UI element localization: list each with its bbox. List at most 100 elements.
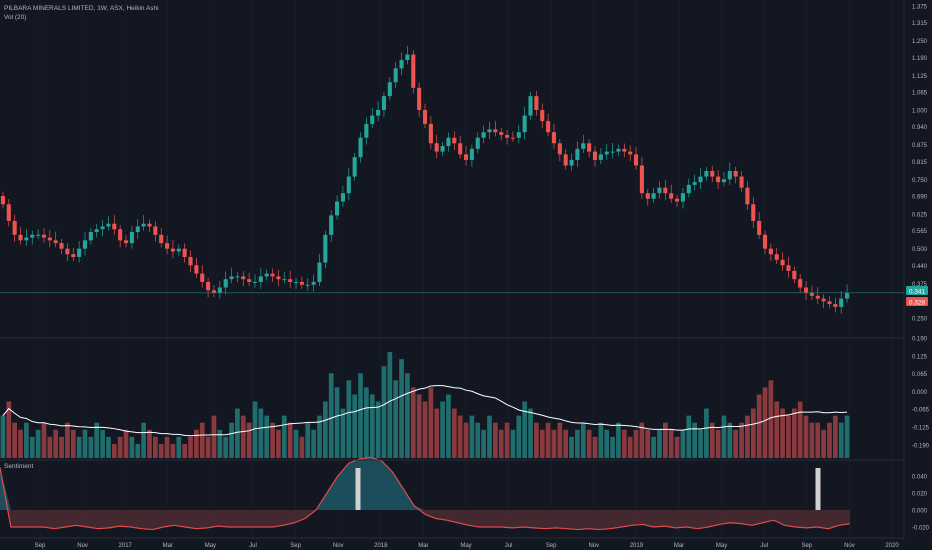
- candle-body: [335, 201, 340, 216]
- candle-body: [276, 276, 281, 280]
- volume-bar: [317, 415, 322, 458]
- candle-body: [762, 234, 768, 249]
- candle-body: [540, 110, 545, 122]
- price-pane[interactable]: [0, 45, 904, 314]
- candle-body: [463, 154, 469, 160]
- candle-body: [241, 276, 246, 280]
- volume-bar: [299, 436, 305, 458]
- volume-bar: [176, 436, 182, 458]
- volume-bar: [446, 394, 451, 458]
- time-tick-label: May: [716, 543, 727, 549]
- candle-body: [129, 232, 134, 244]
- volume-pane[interactable]: [0, 352, 850, 458]
- sentiment-line: [0, 456, 851, 531]
- candle-body: [106, 223, 111, 227]
- sentiment-tick-label: 0.000: [912, 509, 928, 515]
- volume-bar: [0, 415, 6, 458]
- symbol-title[interactable]: PILBARA MINERALS LIMITED, 1W, ASX, Heiki…: [4, 5, 159, 12]
- candle-body: [141, 223, 146, 227]
- volume-bar: [135, 443, 141, 458]
- candle-body: [182, 248, 187, 257]
- candle-body: [458, 143, 463, 155]
- candle-body: [317, 262, 322, 282]
- candle-body: [194, 265, 199, 274]
- candle-body: [493, 129, 498, 133]
- candle-body: [71, 254, 76, 257]
- candle-body: [675, 198, 680, 202]
- candle-body: [36, 234, 41, 236]
- volume-axis[interactable]: 0.190 0.125 0.065 0.000 -0.065 -0.125 -0.190: [912, 337, 930, 450]
- candle-body: [440, 146, 445, 152]
- volume-bar: [557, 422, 563, 458]
- candle-body: [592, 151, 598, 160]
- volume-bar: [258, 408, 264, 458]
- volume-bar: [709, 422, 715, 458]
- time-axis[interactable]: Sep Nov 2017 Mar May Jul Sep Nov 2018 Mar May Jul Se…: [35, 543, 900, 549]
- candle-body: [809, 293, 814, 296]
- volume-bar: [270, 422, 275, 458]
- volume-bar: [639, 422, 645, 458]
- volume-bar: [528, 408, 533, 458]
- volume-bar: [504, 422, 510, 458]
- volume-bar: [65, 422, 70, 458]
- candle-body: [82, 240, 88, 249]
- candle-body: [569, 159, 574, 166]
- volume-bar: [645, 429, 651, 458]
- candle-body: [270, 273, 275, 277]
- volume-bar: [598, 422, 604, 458]
- volume-bar: [451, 408, 457, 458]
- volume-bar: [217, 429, 223, 458]
- volume-bar: [481, 429, 486, 458]
- candle-body: [135, 226, 140, 233]
- candle-body: [510, 137, 515, 139]
- candle-body: [170, 248, 175, 252]
- volume-bar: [809, 422, 815, 458]
- price-tick-label: 0.750: [912, 178, 928, 184]
- volume-tick-label: -0.065: [912, 408, 930, 414]
- volume-bar: [498, 429, 504, 458]
- price-tick-label: 0.250: [912, 317, 928, 323]
- current-price-alt-label: 0.328: [909, 300, 926, 307]
- candle-body: [112, 223, 117, 230]
- time-tick-label: Mar: [418, 543, 428, 549]
- time-tick-label: 2017: [119, 543, 133, 549]
- volume-indicator-label[interactable]: Vol (20): [4, 14, 26, 21]
- price-tick-label: 0.565: [912, 229, 928, 235]
- volume-bar: [774, 401, 780, 458]
- candle-body: [452, 137, 457, 144]
- volume-bar: [170, 443, 176, 458]
- volume-tick-label: 0.000: [912, 390, 928, 396]
- volume-bar: [733, 429, 739, 458]
- sentiment-fill-negative: [0, 457, 850, 530]
- candle-body: [211, 290, 217, 294]
- volume-bar: [41, 422, 47, 458]
- volume-bar: [340, 408, 346, 458]
- sentiment-indicator-label[interactable]: Sentiment: [4, 463, 33, 470]
- volume-bar: [768, 380, 774, 458]
- sentiment-axis[interactable]: 0.040 0.020 0.000 -0.020: [912, 475, 930, 532]
- volume-bar: [223, 436, 229, 458]
- sentiment-pane[interactable]: [0, 456, 851, 531]
- candle-body: [774, 254, 779, 260]
- volume-bar: [252, 401, 258, 458]
- candle-body: [288, 279, 293, 282]
- volume-bar: [18, 429, 23, 458]
- candle-body: [352, 157, 357, 177]
- candle-body: [53, 240, 58, 244]
- volume-bar: [352, 394, 357, 458]
- candle-body: [604, 151, 609, 155]
- volume-bar: [780, 408, 785, 458]
- candle-body: [622, 148, 627, 152]
- time-tick-label: 2018: [374, 543, 388, 549]
- candle-body: [827, 301, 832, 305]
- time-tick-label: Sep: [35, 543, 46, 549]
- price-tick-label: 1.250: [912, 39, 928, 45]
- volume-bar: [410, 387, 416, 458]
- time-tick-label: Mar: [163, 543, 173, 549]
- candle-body: [663, 187, 668, 194]
- volume-bar: [762, 387, 768, 458]
- time-tick-label: Nov: [588, 543, 599, 549]
- volume-bar: [323, 401, 328, 458]
- volume-bar: [35, 429, 41, 458]
